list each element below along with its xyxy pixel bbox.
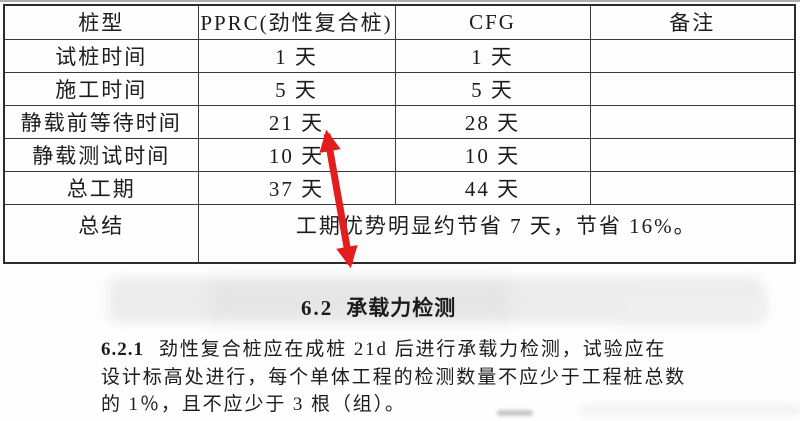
table-row: 静载测试时间 10 天 10 天 <box>3 137 796 172</box>
table-cell <box>589 137 796 172</box>
table-cell: 10 天 <box>197 137 396 172</box>
schedule-comparison-table: 桩型 PPRC(劲性复合桩) CFG 备注 试桩时间 1 天 1 天 施工时间 … <box>3 4 796 264</box>
section-title: 承载力检测 <box>346 296 457 320</box>
table-cell <box>589 104 796 139</box>
scan-artifact <box>580 404 800 416</box>
row-label: 静载前等待时间 <box>3 104 199 139</box>
col-header-pprc: PPRC(劲性复合桩) <box>197 4 396 40</box>
clause-text-line: 的 1％，且不应少于 3 根（组）。 <box>101 394 406 415</box>
table-row: 试桩时间 1 天 1 天 <box>3 38 796 73</box>
table-cell: 44 天 <box>394 170 591 205</box>
table-cell: 1 天 <box>197 38 396 73</box>
top-divider-line <box>0 0 800 2</box>
scan-artifact <box>210 282 510 318</box>
table-cell: 1 天 <box>394 38 591 73</box>
clause-line-text: 劲性复合桩应在成桩 21d 后进行承载力检测，试验应在 <box>159 339 667 360</box>
col-header-pile-type: 桩型 <box>3 4 199 40</box>
section-heading: 6.2 承载力检测 <box>301 292 456 322</box>
section-number: 6.2 <box>301 296 334 320</box>
row-label: 静载测试时间 <box>3 137 199 172</box>
clause-text-line: 6.2.1 劲性复合桩应在成桩 21d 后进行承载力检测，试验应在 <box>101 336 686 364</box>
table-cell: 28 天 <box>394 104 591 139</box>
row-label: 总工期 <box>3 170 199 205</box>
clause-paragraph: 6.2.1 劲性复合桩应在成桩 21d 后进行承载力检测，试验应在 设计标高处进行… <box>101 336 686 419</box>
col-header-cfg: CFG <box>394 4 591 40</box>
col-header-remark: 备注 <box>589 4 796 40</box>
clause-number: 6.2.1 <box>101 339 144 360</box>
table-cell <box>589 170 796 205</box>
table-header-row: 桩型 PPRC(劲性复合桩) CFG 备注 <box>3 4 796 40</box>
table-cell: 5 天 <box>197 71 396 106</box>
clause-text-line: 设计标高处进行，每个单体工程的检测数量不应少于工程桩总数 <box>101 366 687 388</box>
summary-text-cell: 工期优势明显约节省 7 天，节省 16%。 <box>197 203 796 264</box>
table-row: 静载前等待时间 21 天 28 天 <box>3 104 796 139</box>
row-label: 试桩时间 <box>3 38 199 73</box>
row-label: 施工时间 <box>3 71 199 106</box>
table-cell: 10 天 <box>394 137 591 172</box>
table-cell-highlight-source: 21 天 <box>197 104 396 139</box>
summary-label: 总结 <box>3 203 199 264</box>
table-cell: 5 天 <box>394 71 591 106</box>
scan-artifact <box>620 292 765 322</box>
table-summary-row: 总结 工期优势明显约节省 7 天，节省 16%。 <box>3 203 796 264</box>
table-cell <box>589 71 796 106</box>
table-cell <box>589 38 796 73</box>
table-row: 总工期 37 天 44 天 <box>3 170 796 205</box>
scan-artifact <box>497 410 533 416</box>
table-cell: 37 天 <box>197 170 396 205</box>
table-row: 施工时间 5 天 5 天 <box>3 71 796 106</box>
